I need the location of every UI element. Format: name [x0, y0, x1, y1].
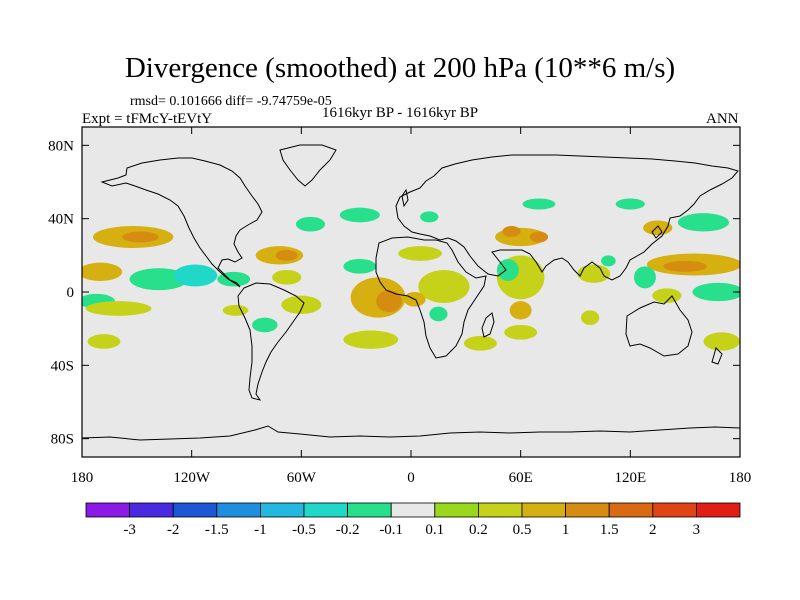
colorbar-label: 0.2 [469, 522, 488, 538]
x-tick-label: 60W [287, 470, 317, 486]
y-tick-label: 40S [51, 358, 74, 374]
colorbar-swatch [477, 502, 523, 518]
colorbar-swatch [172, 502, 218, 518]
colorbar-label: -0.2 [336, 522, 360, 538]
divergence-blob [692, 282, 740, 302]
x-tick-label: 60E [509, 470, 533, 486]
experiment-label: Expt = tFMcY-tEVtY [82, 111, 213, 127]
colorbar-label: -1.5 [205, 522, 229, 538]
divergence-blob [633, 266, 656, 289]
coast-eurasia [395, 154, 739, 281]
colorbar-swatch [521, 502, 566, 518]
y-tick-label: 0 [67, 285, 75, 301]
stats-text: rmsd= 0.101666 diff= -9.74759e-05 [130, 94, 332, 109]
divergence-blob [418, 270, 470, 303]
colorbar-label: 0.5 [513, 522, 532, 538]
divergence-blob [129, 268, 189, 291]
divergence-blob [275, 249, 298, 261]
divergence-blob [339, 207, 380, 223]
divergence-blob [577, 264, 611, 283]
divergence-blob [85, 301, 152, 316]
colorbar-label: 1.5 [600, 522, 619, 538]
colorbar-swatch [608, 502, 654, 518]
colorbar-swatch [347, 502, 392, 518]
colorbar-swatch [565, 502, 610, 518]
coast-new-zealand [711, 347, 723, 365]
divergence-blob [663, 260, 708, 272]
divergence-blob [272, 270, 302, 285]
period-label: 1616kyr BP - 1616kyr BP [322, 105, 479, 121]
map-background [82, 127, 740, 457]
colorbar-label: -0.5 [292, 522, 316, 538]
divergence-blob [122, 231, 159, 243]
coast-uk [401, 188, 409, 208]
colorbar-swatch [434, 502, 479, 518]
colorbar: -3 -2 -1.5 -1 -0.5 -0.2 -0.1 0.1 0.2 0.5 1 1.5 2 3 [85, 502, 741, 538]
colorbar-label: 2 [649, 522, 657, 538]
divergence-blob [643, 220, 673, 236]
divergence-blob [87, 334, 121, 349]
divergence-blob [295, 216, 326, 232]
divergence-blob [429, 306, 448, 322]
divergence-blob [82, 262, 123, 281]
colorbar-swatch [696, 502, 741, 518]
colorbar-swatch [259, 502, 305, 518]
colorbar-swatch [652, 502, 697, 518]
divergence-blob [509, 301, 532, 320]
colorbar-label: 3 [693, 522, 701, 538]
divergence-blob [580, 310, 600, 325]
divergence-blob [398, 246, 443, 261]
colorbar-swatch [85, 502, 130, 518]
colorbar-label: -3 [123, 522, 136, 538]
colorbar-swatch [390, 502, 436, 518]
divergence-blob [615, 198, 645, 210]
coastlines [82, 144, 740, 441]
divergence-blob [251, 317, 278, 333]
divergence-blob [601, 255, 616, 267]
divergence-blob [464, 336, 497, 351]
colorbar-swatch [129, 502, 174, 518]
coast-north-america [100, 157, 263, 288]
colorbar-swatch [216, 502, 261, 518]
divergence-blob [677, 213, 730, 232]
colorbar-label: -2 [167, 522, 180, 538]
x-tick-label: 0 [407, 470, 415, 486]
coast-madagascar [481, 312, 495, 338]
coast-south-america [237, 282, 305, 401]
divergence-blob [343, 259, 377, 274]
divergence-blob [281, 295, 322, 315]
axis-ticks: 180 120W 60W 0 60E 120E 180 80N 40N 0 40S 80S [48, 127, 751, 486]
x-tick-label: 120E [614, 470, 646, 486]
colorbar-label: 1 [562, 522, 570, 538]
x-tick-label: 180 [71, 470, 94, 486]
season-label: ANN [706, 111, 739, 127]
coast-antarctica [82, 425, 740, 441]
chart-title: Divergence (smoothed) at 200 hPa (10**6 … [124, 52, 676, 84]
divergence-blob [420, 211, 439, 223]
divergence-blob [522, 198, 556, 210]
y-tick-label: 80N [48, 138, 74, 154]
x-tick-label: 120W [173, 470, 211, 486]
divergence-blob [703, 332, 740, 351]
x-tick-label: 180 [729, 470, 752, 486]
divergence-blob [376, 290, 402, 313]
divergence-blob [173, 264, 218, 287]
divergence-blob [343, 330, 399, 349]
colorbar-label: -1 [254, 522, 267, 538]
divergence-blob [504, 325, 538, 340]
divergence-blob [222, 304, 249, 316]
coast-africa [375, 236, 487, 359]
y-tick-label: 80S [51, 432, 74, 448]
colorbar-label: -0.1 [379, 522, 403, 538]
colorbar-label: 0.1 [425, 522, 444, 538]
colorbar-swatch [303, 502, 348, 518]
coast-japan [651, 225, 663, 239]
y-tick-label: 40N [48, 212, 74, 228]
coast-australia [625, 295, 693, 357]
coast-greenland [279, 144, 337, 187]
divergence-blob [502, 226, 521, 237]
divergence-blob [529, 231, 549, 243]
